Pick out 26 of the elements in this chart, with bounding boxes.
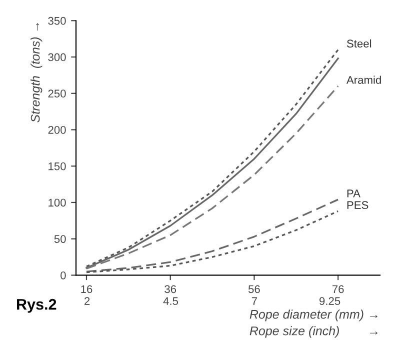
x-axis-title: Rope diameter (mm) →	[250, 310, 378, 322]
x2-axis-title: Rope size (inch) →	[250, 326, 378, 338]
y-tick-label: 350	[48, 16, 66, 25]
y-tick-label: 200	[48, 126, 66, 134]
series-label: PA	[347, 190, 360, 198]
y-tick-label: 150	[48, 162, 66, 170]
y-tick-label: 50	[54, 235, 66, 243]
series-label: Aramid	[346, 76, 381, 84]
line-series	[86, 210, 339, 274]
text: Rys.2	[17, 298, 56, 313]
x-tick-label: 16	[81, 285, 92, 294]
y-tick-label: 0	[60, 271, 66, 280]
x2-tick-label: 4.5	[163, 297, 178, 305]
x2-tick-label: 7	[252, 297, 257, 305]
x2-tick-label: 2	[84, 297, 90, 305]
line-series	[86, 198, 339, 272]
y-axis-title: Strength (tons) →	[30, 23, 42, 122]
series-label: Steel	[346, 39, 372, 48]
x-tick-label: 56	[248, 285, 260, 294]
x2-tick-label: 9.25	[319, 297, 340, 305]
y-tick-label: 300	[48, 53, 66, 62]
y-tick-label: 100	[48, 198, 66, 207]
y-tick-label: 250	[48, 90, 66, 98]
x-tick-label: 76	[332, 285, 344, 294]
series-label: PES	[347, 201, 368, 209]
x-tick-label: 36	[164, 285, 176, 294]
